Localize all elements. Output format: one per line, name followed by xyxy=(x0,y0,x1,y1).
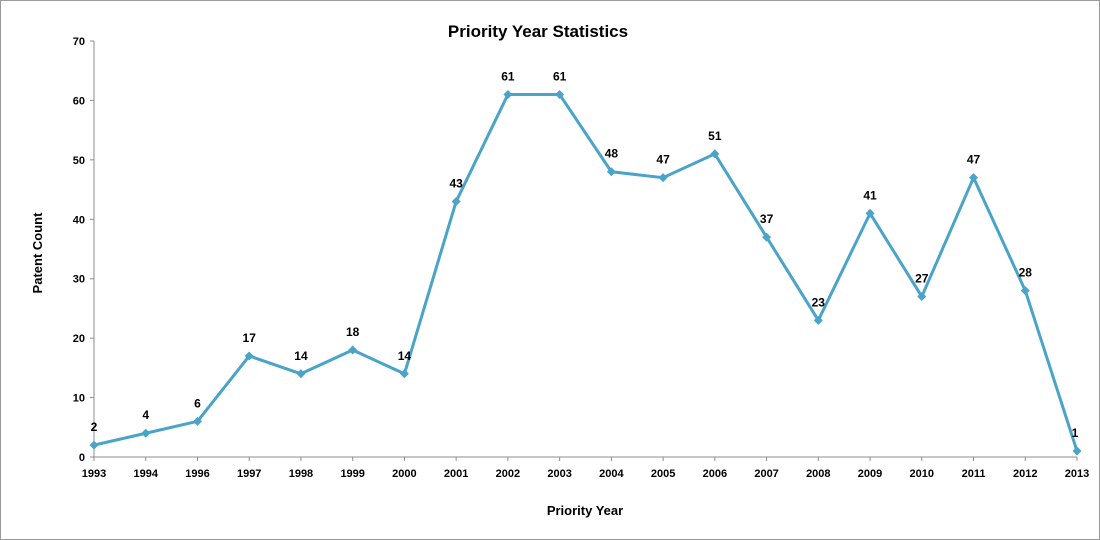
y-tick-label: 10 xyxy=(73,393,85,405)
x-tick-label: 1999 xyxy=(340,468,364,480)
series-line-patent-count xyxy=(93,92,1079,452)
data-label-2001: 43 xyxy=(449,176,463,190)
x-tick-label: 2002 xyxy=(496,468,520,480)
data-point-2013 xyxy=(1072,446,1082,456)
data-label-2007: 37 xyxy=(760,212,774,226)
data-point-2009 xyxy=(865,208,875,218)
data-point-2001 xyxy=(451,196,461,206)
x-tick-label: 2012 xyxy=(1013,468,1037,480)
x-tick-label: 2013 xyxy=(1065,468,1089,480)
y-tick-label: 70 xyxy=(73,36,85,48)
data-label-1994: 4 xyxy=(142,408,149,422)
data-label-2009: 41 xyxy=(863,188,877,202)
y-axis-title: Patent Count xyxy=(30,212,45,294)
y-axis-ticks: 0 10 20 30 40 50 60 70 xyxy=(73,36,94,464)
data-point-1998 xyxy=(296,369,306,379)
chart-title: Priority Year Statistics xyxy=(448,22,628,41)
data-label-1998: 14 xyxy=(294,349,308,363)
data-point-2012 xyxy=(1020,286,1030,296)
x-axis-ticks: 1993 1994 1996 1997 1998 1999 2000 2001 2002 2003… xyxy=(82,457,1089,480)
x-tick-label: 2001 xyxy=(444,468,468,480)
data-label-2006: 51 xyxy=(708,129,722,143)
data-label-2005: 47 xyxy=(656,153,670,167)
data-point-2004 xyxy=(606,167,616,177)
y-tick-label: 20 xyxy=(73,333,85,345)
data-label-2011: 47 xyxy=(967,153,981,167)
data-label-2002: 61 xyxy=(501,69,515,83)
data-point-2008 xyxy=(813,315,823,325)
x-tick-label: 2000 xyxy=(392,468,416,480)
x-tick-label: 2005 xyxy=(651,468,675,480)
data-point-2002 xyxy=(503,89,513,99)
x-tick-label: 2007 xyxy=(754,468,778,480)
data-point-1996 xyxy=(192,416,202,426)
data-point-2011 xyxy=(969,173,979,183)
data-label-1993: 2 xyxy=(91,420,98,434)
data-point-2007 xyxy=(762,232,772,242)
x-tick-label: 2011 xyxy=(962,468,986,480)
x-tick-label: 2006 xyxy=(703,468,727,480)
x-tick-label: 1996 xyxy=(185,468,209,480)
data-label-2013: 1 xyxy=(1072,426,1079,440)
x-tick-label: 2003 xyxy=(547,468,571,480)
x-tick-label: 2004 xyxy=(599,468,624,480)
data-point-1997 xyxy=(244,351,254,361)
x-tick-label: 1994 xyxy=(133,468,158,480)
data-label-2004: 48 xyxy=(605,147,619,161)
data-point-1999 xyxy=(348,345,358,355)
y-tick-label: 30 xyxy=(73,274,85,286)
data-label-2008: 23 xyxy=(812,295,826,309)
data-point-2006 xyxy=(710,149,720,159)
x-tick-label: 2010 xyxy=(910,468,934,480)
y-tick-label: 0 xyxy=(79,452,85,464)
x-axis-title: Priority Year xyxy=(547,503,623,518)
data-label-1997: 17 xyxy=(243,331,257,345)
data-point-2000 xyxy=(399,369,409,379)
data-markers xyxy=(89,89,1082,456)
x-tick-label: 1997 xyxy=(237,468,261,480)
x-tick-label: 2009 xyxy=(858,468,882,480)
data-label-2012: 28 xyxy=(1019,266,1033,280)
x-tick-label: 1993 xyxy=(82,468,106,480)
data-label-2000: 14 xyxy=(398,349,412,363)
data-point-1993 xyxy=(89,440,99,450)
y-tick-label: 50 xyxy=(73,155,85,167)
y-tick-label: 40 xyxy=(73,214,85,226)
data-labels: 2 4 6 17 14 18 14 43 61 61 48 47 51 37 23 41 27 47 28 1 xyxy=(91,69,1079,440)
data-label-1996: 6 xyxy=(194,396,201,410)
x-tick-label: 1998 xyxy=(289,468,313,480)
y-tick-label: 60 xyxy=(73,95,85,107)
data-label-2003: 61 xyxy=(553,69,567,83)
x-tick-label: 2008 xyxy=(806,468,830,480)
data-label-1999: 18 xyxy=(346,325,360,339)
data-label-2010: 27 xyxy=(915,272,929,286)
data-point-1994 xyxy=(141,428,151,438)
data-point-2005 xyxy=(658,173,668,183)
data-point-2003 xyxy=(555,89,565,99)
data-point-2010 xyxy=(917,292,927,302)
